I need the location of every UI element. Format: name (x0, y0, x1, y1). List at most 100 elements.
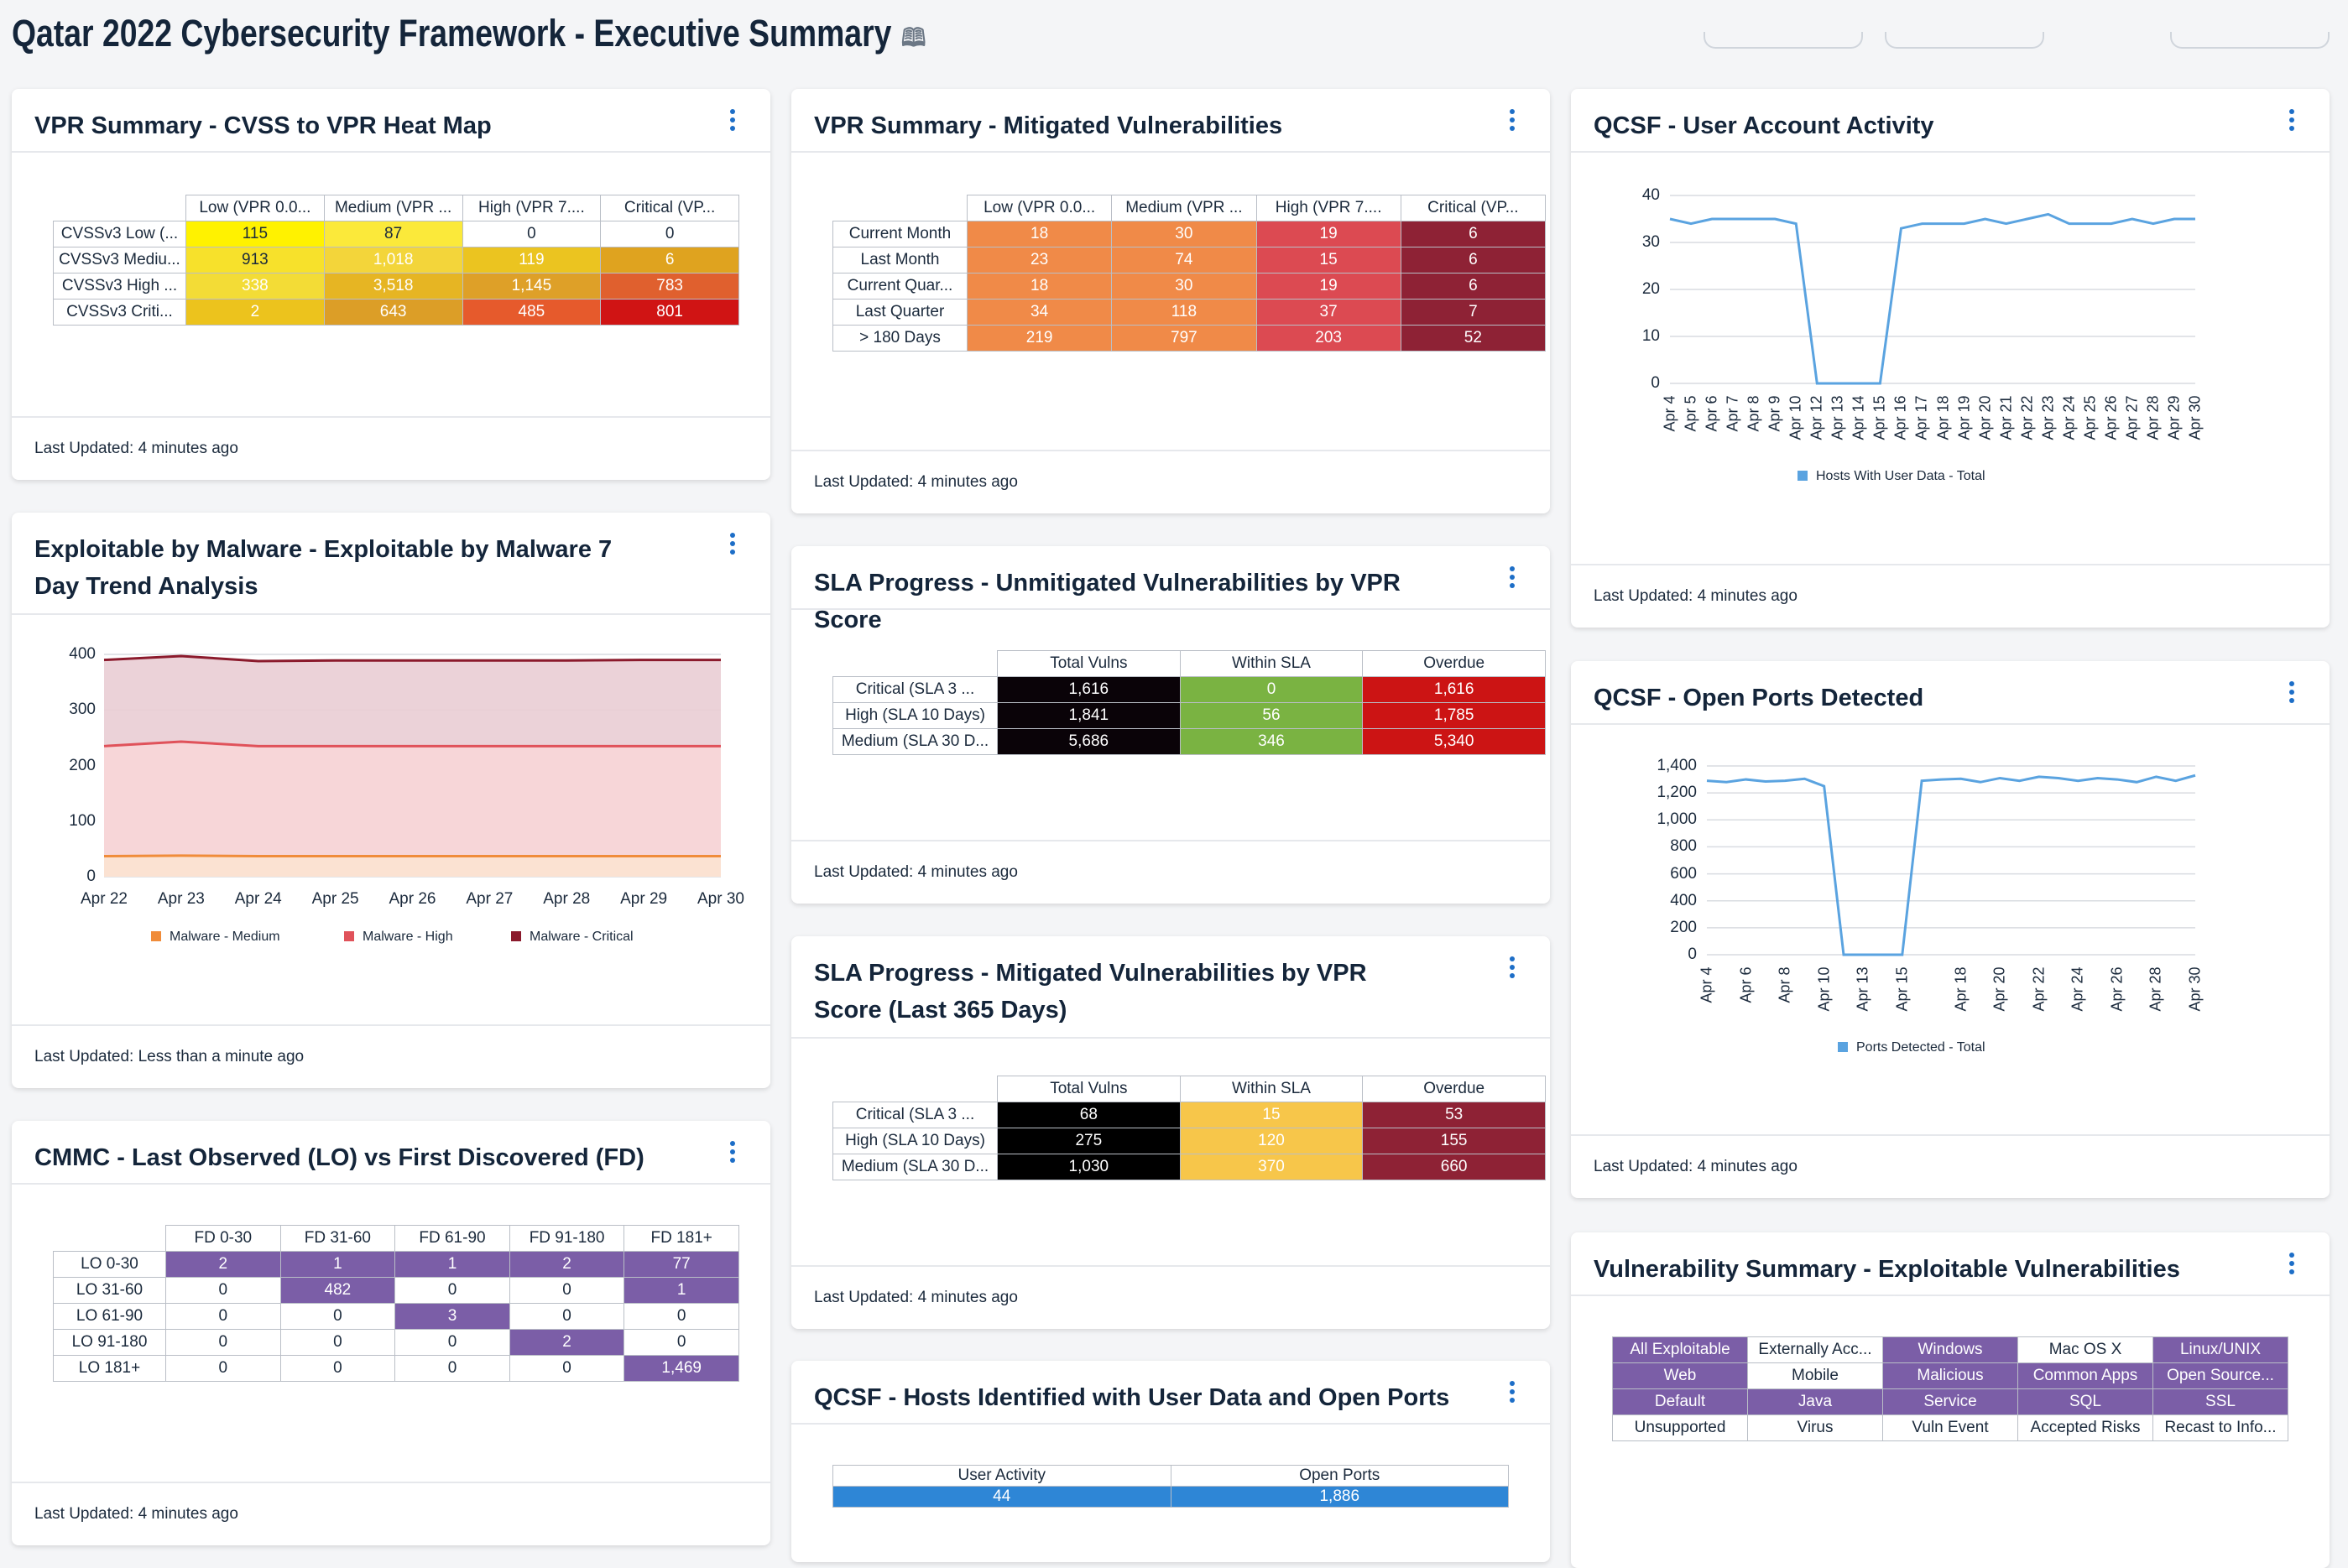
category-cell[interactable]: Mac OS X (2017, 1336, 2153, 1363)
more-menu-icon[interactable] (730, 533, 735, 558)
table-cell[interactable]: 6 (600, 247, 739, 273)
more-menu-icon[interactable] (1510, 956, 1515, 982)
table-cell[interactable]: 1 (279, 1251, 396, 1278)
table-cell[interactable]: 118 (1111, 299, 1257, 326)
table-cell[interactable]: 203 (1255, 325, 1401, 352)
table-cell[interactable]: 0 (509, 1303, 625, 1330)
table-cell[interactable]: 1,030 (997, 1154, 1181, 1180)
table-cell[interactable]: 913 (185, 247, 325, 273)
table-cell[interactable]: 1,145 (462, 273, 602, 300)
category-cell[interactable]: Common Apps (2017, 1362, 2153, 1389)
more-menu-icon[interactable] (1510, 109, 1515, 134)
table-cell[interactable]: 346 (1179, 728, 1364, 755)
category-cell[interactable]: Open Source... (2152, 1362, 2288, 1389)
category-cell[interactable]: Mobile (1747, 1362, 1883, 1389)
category-cell[interactable]: Externally Acc... (1747, 1336, 1883, 1363)
table-cell[interactable]: 2 (509, 1251, 625, 1278)
table-cell[interactable]: 0 (165, 1329, 281, 1356)
legend-item[interactable]: Malware - Critical (511, 930, 634, 945)
table-cell[interactable]: 0 (624, 1303, 739, 1330)
category-cell[interactable]: Vuln Event (1882, 1414, 2018, 1441)
table-cell[interactable]: 44 (832, 1486, 1171, 1508)
category-cell[interactable]: Default (1612, 1388, 1748, 1415)
table-cell[interactable]: 370 (1179, 1154, 1364, 1180)
toolbar-button-3[interactable] (2170, 32, 2330, 49)
table-cell[interactable]: 0 (165, 1355, 281, 1382)
legend-item[interactable]: Malware - High (344, 930, 453, 945)
table-cell[interactable]: 1,469 (624, 1355, 739, 1382)
table-cell[interactable]: 19 (1255, 221, 1401, 247)
table-cell[interactable]: 120 (1179, 1128, 1364, 1154)
table-cell[interactable]: 0 (509, 1277, 625, 1304)
table-cell[interactable]: 1,841 (997, 702, 1181, 729)
table-cell[interactable]: 5,686 (997, 728, 1181, 755)
toolbar-button-1[interactable] (1704, 32, 1863, 49)
table-cell[interactable]: 15 (1255, 247, 1401, 273)
table-cell[interactable]: 0 (394, 1355, 510, 1382)
table-cell[interactable]: 37 (1255, 299, 1401, 326)
category-cell[interactable]: Linux/UNIX (2152, 1336, 2288, 1363)
table-cell[interactable]: 0 (165, 1277, 281, 1304)
table-cell[interactable]: 1,018 (323, 247, 463, 273)
table-cell[interactable]: 30 (1111, 273, 1257, 300)
table-cell[interactable]: 3 (394, 1303, 510, 1330)
table-cell[interactable]: 0 (462, 221, 602, 247)
category-cell[interactable]: Web (1612, 1362, 1748, 1389)
table-cell[interactable]: 1,886 (1170, 1486, 1509, 1508)
table-cell[interactable]: 0 (394, 1329, 510, 1356)
table-cell[interactable]: 0 (1179, 676, 1364, 703)
table-cell[interactable]: 34 (966, 299, 1113, 326)
table-cell[interactable]: 0 (394, 1277, 510, 1304)
table-cell[interactable]: 2 (185, 299, 325, 326)
table-cell[interactable]: 0 (165, 1303, 281, 1330)
toolbar-button-2[interactable] (1885, 32, 2044, 49)
table-cell[interactable]: 87 (323, 221, 463, 247)
category-cell[interactable]: SSL (2152, 1388, 2288, 1415)
table-cell[interactable]: 5,340 (1362, 728, 1546, 755)
table-cell[interactable]: 643 (323, 299, 463, 326)
table-cell[interactable]: 53 (1362, 1102, 1546, 1128)
table-cell[interactable]: 7 (1400, 299, 1547, 326)
table-cell[interactable]: 801 (600, 299, 739, 326)
category-cell[interactable]: Service (1882, 1388, 2018, 1415)
table-cell[interactable]: 660 (1362, 1154, 1546, 1180)
table-cell[interactable]: 115 (185, 221, 325, 247)
category-cell[interactable]: Recast to Info... (2152, 1414, 2288, 1441)
category-cell[interactable]: SQL (2017, 1388, 2153, 1415)
table-cell[interactable]: 485 (462, 299, 602, 326)
category-cell[interactable]: Virus (1747, 1414, 1883, 1441)
more-menu-icon[interactable] (2289, 681, 2294, 706)
table-cell[interactable]: 797 (1111, 325, 1257, 352)
more-menu-icon[interactable] (1510, 566, 1515, 591)
category-cell[interactable]: Accepted Risks (2017, 1414, 2153, 1441)
table-cell[interactable]: 0 (279, 1303, 396, 1330)
legend-item[interactable]: Malware - Medium (151, 930, 280, 945)
table-cell[interactable]: 18 (966, 273, 1113, 300)
table-cell[interactable]: 1 (394, 1251, 510, 1278)
table-cell[interactable]: 2 (165, 1251, 281, 1278)
more-menu-icon[interactable] (2289, 1253, 2294, 1278)
legend-item[interactable]: Ports Detected - Total (1838, 1040, 1985, 1055)
category-cell[interactable]: Java (1747, 1388, 1883, 1415)
table-cell[interactable]: 6 (1400, 273, 1547, 300)
legend-item[interactable]: Hosts With User Data - Total (1798, 469, 1985, 484)
table-cell[interactable]: 275 (997, 1128, 1181, 1154)
table-cell[interactable]: 68 (997, 1102, 1181, 1128)
table-cell[interactable]: 1,785 (1362, 702, 1546, 729)
table-cell[interactable]: 23 (966, 247, 1113, 273)
more-menu-icon[interactable] (730, 1141, 735, 1166)
table-cell[interactable]: 338 (185, 273, 325, 300)
table-cell[interactable]: 482 (279, 1277, 396, 1304)
category-cell[interactable]: Windows (1882, 1336, 2018, 1363)
table-cell[interactable]: 783 (600, 273, 739, 300)
table-cell[interactable]: 74 (1111, 247, 1257, 273)
table-cell[interactable]: 19 (1255, 273, 1401, 300)
table-cell[interactable]: 3,518 (323, 273, 463, 300)
table-cell[interactable]: 1 (624, 1277, 739, 1304)
table-cell[interactable]: 0 (600, 221, 739, 247)
more-menu-icon[interactable] (1510, 1381, 1515, 1406)
table-cell[interactable]: 18 (966, 221, 1113, 247)
table-cell[interactable]: 1,616 (997, 676, 1181, 703)
table-cell[interactable]: 0 (279, 1355, 396, 1382)
table-cell[interactable]: 52 (1400, 325, 1547, 352)
